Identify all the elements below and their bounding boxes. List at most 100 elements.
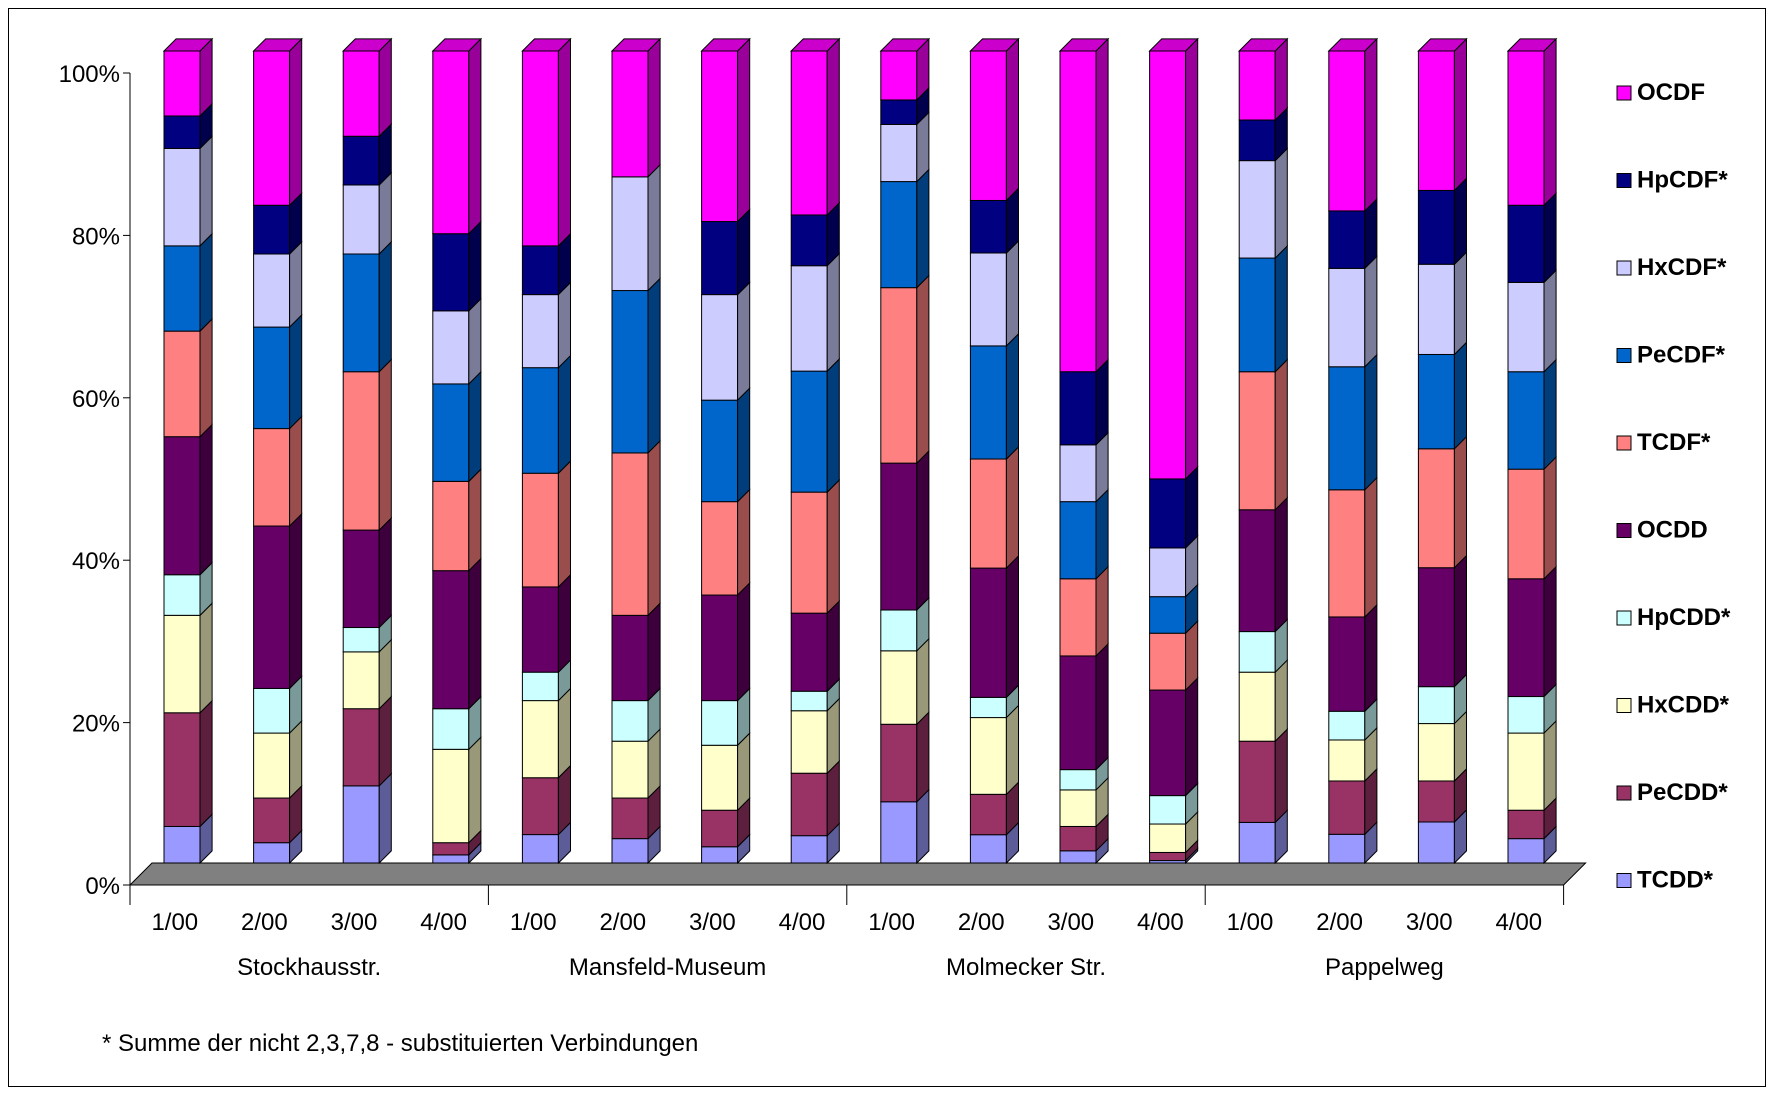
bar-hxcdd-4-side xyxy=(468,736,482,844)
bar-top-1 xyxy=(162,38,214,52)
bar-hpcdd-16-front xyxy=(1507,696,1545,734)
bar-tcdf-7-side xyxy=(737,488,751,597)
bar-tcdd-5-front xyxy=(521,834,559,864)
bar-ocdf-11-side xyxy=(1095,37,1109,373)
bar-tcdd-13-front xyxy=(1238,821,1276,864)
bar-ocdf-7-side xyxy=(737,37,751,223)
bar-top-8 xyxy=(789,38,841,52)
bar-ocdd-16-front xyxy=(1507,578,1545,698)
bar-hpcdf-14-front xyxy=(1328,210,1366,269)
bar-pecdd-1-side xyxy=(199,699,213,828)
bar-ocdf-10-front xyxy=(969,50,1007,201)
bar-hpcdd-13-front xyxy=(1238,631,1276,673)
bar-tcdf-1-side xyxy=(199,317,213,438)
bar-ocdd-13-front xyxy=(1238,509,1276,633)
bar-pecdd-8-side xyxy=(826,759,840,837)
bar-ocdf-6-front xyxy=(611,50,649,178)
bar-hpcdf-12-side xyxy=(1185,465,1199,550)
bar-hpcdf-12-front xyxy=(1149,478,1187,549)
bar-ocdd-9-front xyxy=(880,462,918,611)
bar-hxcdd-11-front xyxy=(1059,789,1097,827)
bar-hpcdf-4-side xyxy=(468,220,482,313)
bar-tcdf-8-side xyxy=(826,478,840,615)
x-group-label: Mansfeld-Museum xyxy=(569,954,766,981)
x-tick-label: 4/00 xyxy=(779,909,826,936)
bar-tcdf-10-front xyxy=(969,458,1007,569)
bar-hxcdd-2-side xyxy=(289,719,303,800)
legend-pecdf-swatch xyxy=(1616,348,1632,363)
bar-ocdd-10-side xyxy=(1005,554,1019,699)
x-group-label: Stockhausstr. xyxy=(237,954,381,981)
bar-tcdf-15-front xyxy=(1417,448,1455,569)
bar-pecdf-1-front xyxy=(163,245,201,332)
bar-pecdf-5-side xyxy=(557,354,571,475)
bar-hxcdd-7-side xyxy=(737,731,751,812)
bar-ocdf-4-front xyxy=(432,50,470,235)
legend-hxcdd-label: HxCDD* xyxy=(1637,692,1730,719)
bar-pecdf-8-front xyxy=(790,370,828,493)
bar-pecdf-1-side xyxy=(199,232,213,333)
bar-hpcdd-5-front xyxy=(521,671,559,702)
legend-ocdd-swatch xyxy=(1616,523,1632,538)
bar-hxcdf-16-side xyxy=(1543,269,1557,373)
bar-ocdd-9-side xyxy=(916,449,930,612)
bar-pecdd-3-side xyxy=(378,695,392,788)
bar-hxcdd-10-front xyxy=(969,717,1007,795)
bar-hxcdd-13-front xyxy=(1238,671,1276,742)
bar-tcdf-5-front xyxy=(521,472,559,588)
bar-tcdf-2-front xyxy=(253,428,291,527)
bar-ocdf-16-side xyxy=(1543,37,1557,207)
bar-hxcdf-4-front xyxy=(432,310,470,385)
bar-hpcdd-7-front xyxy=(701,700,739,746)
bar-hpcdd-4-front xyxy=(432,708,470,750)
bar-pecdf-14-side xyxy=(1364,353,1378,492)
bar-hxcdf-15-front xyxy=(1417,263,1455,355)
bar-top-14 xyxy=(1327,38,1379,52)
bar-pecdf-4-front xyxy=(432,383,470,482)
bar-pecdf-15-side xyxy=(1453,341,1467,451)
bar-ocdd-11-side xyxy=(1095,642,1109,771)
bar-ocdd-12-side xyxy=(1185,676,1199,797)
bar-hxcdd-5-front xyxy=(521,700,559,779)
bar-hxcdf-8-side xyxy=(826,252,840,373)
legend-tcdd-swatch xyxy=(1616,873,1632,888)
bar-ocdd-13-side xyxy=(1274,496,1288,633)
bar-ocdf-13-side xyxy=(1274,37,1288,122)
bar-tcdd-7-front xyxy=(701,846,739,864)
y-tick-label: 100% xyxy=(59,61,120,88)
bar-hpcdf-1-front xyxy=(163,115,201,149)
bar-ocdf-13-front xyxy=(1238,50,1276,121)
bar-hpcdf-10-front xyxy=(969,199,1007,254)
legend-pecdd-swatch xyxy=(1616,785,1632,801)
bar-ocdd-12-front xyxy=(1149,689,1187,797)
bar-pecdf-14-front xyxy=(1328,366,1366,491)
bar-hxcdf-5-front xyxy=(521,294,559,369)
bar-ocdd-7-front xyxy=(701,594,739,702)
bar-hxcdf-3-side xyxy=(378,171,392,256)
bar-tcdd-10-front xyxy=(969,834,1007,864)
bar-hxcdf-1-side xyxy=(199,135,213,248)
bar-pecdf-13-side xyxy=(1274,244,1288,373)
bar-hpcdf-7-front xyxy=(701,221,739,296)
bar-tcdd-2-front xyxy=(253,842,291,864)
bar-ocdf-15-front xyxy=(1417,50,1455,191)
bar-tcdd-1-front xyxy=(163,825,201,864)
bar-pecdf-3-side xyxy=(378,240,392,373)
legend-hpcdf-swatch xyxy=(1616,173,1632,188)
bar-top-2 xyxy=(252,38,303,52)
bar-pecdf-3-front xyxy=(342,253,380,373)
bar-top-11 xyxy=(1058,38,1110,52)
bar-pecdd-14-front xyxy=(1328,780,1366,835)
bar-hpcdf-4-front xyxy=(432,233,470,312)
bar-pecdd-5-front xyxy=(521,777,559,836)
bar-hpcdf-15-side xyxy=(1453,177,1467,266)
y-tick-label: 20% xyxy=(72,711,120,738)
bar-tcdd-6-front xyxy=(611,838,649,864)
bar-hxcdf-5-side xyxy=(557,281,571,369)
bar-hxcdd-16-front xyxy=(1507,732,1545,811)
bar-hpcdf-5-front xyxy=(521,245,559,296)
bar-ocdf-1-side xyxy=(199,37,213,118)
bar-hxcdf-7-side xyxy=(737,281,751,402)
bar-top-15 xyxy=(1417,38,1468,52)
